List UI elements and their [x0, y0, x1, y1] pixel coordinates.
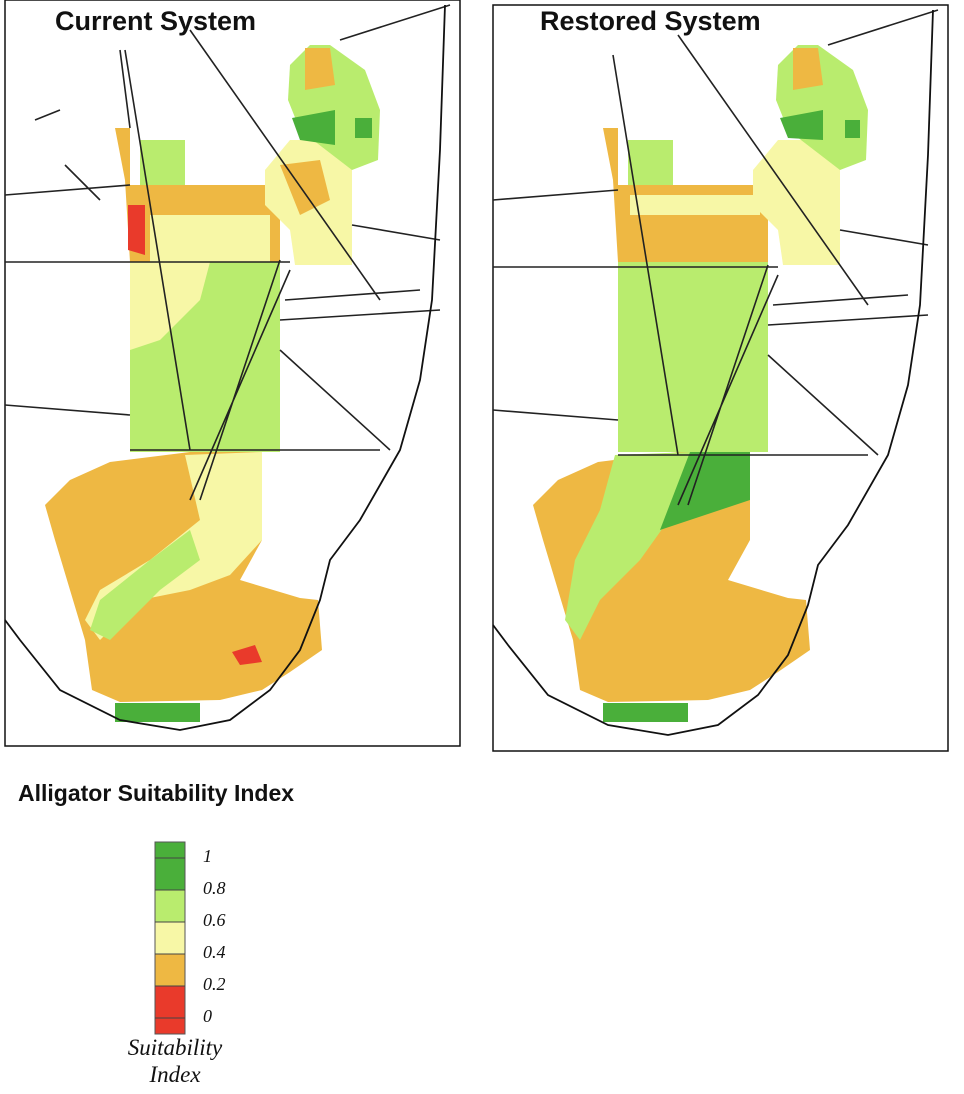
- zone: [140, 140, 185, 185]
- legend-swatch: [154, 841, 186, 891]
- zone: [660, 452, 750, 530]
- zone: [845, 120, 860, 138]
- legend-tick-label: 1: [203, 846, 212, 866]
- legend-caption: Suitability Index: [127, 1035, 223, 1087]
- legend-swatch: [154, 953, 186, 987]
- legend: 1 0.8 0.6 0.4 0.2 0: [154, 841, 226, 1035]
- canal: [4, 4, 451, 501]
- zone: [793, 48, 823, 90]
- zone: [90, 530, 200, 640]
- zone: [232, 645, 262, 665]
- legend-swatch: [154, 921, 186, 955]
- legend-swatch: [154, 889, 186, 923]
- zone: [603, 703, 688, 722]
- legend-title: Alligator Suitability Index: [18, 780, 295, 806]
- coastline: [492, 9, 934, 736]
- legend-tick-label: 0.6: [203, 910, 226, 930]
- legend-tick-label: 0.4: [203, 942, 226, 962]
- legend-tick-label: 0.8: [203, 878, 226, 898]
- zone: [150, 215, 270, 262]
- map-restored: [492, 4, 949, 752]
- legend-swatch: [154, 985, 186, 1035]
- zone: [130, 262, 210, 350]
- coastline: [4, 4, 446, 731]
- map-current: [4, 0, 461, 747]
- zone: [292, 110, 335, 145]
- zone: [355, 118, 372, 138]
- zone: [618, 262, 768, 452]
- zone: [630, 195, 760, 215]
- zone: [128, 205, 145, 255]
- zone: [780, 110, 823, 140]
- zone: [628, 140, 673, 185]
- zone: [305, 48, 335, 90]
- legend-tick-label: 0: [203, 1006, 212, 1026]
- zone: [115, 703, 200, 722]
- zone: [565, 452, 690, 640]
- panel-title: Current System: [55, 6, 256, 36]
- zone: [280, 160, 330, 215]
- canal: [492, 9, 939, 506]
- legend-tick-label: 0.2: [203, 974, 226, 994]
- panel-title: Restored System: [540, 6, 761, 36]
